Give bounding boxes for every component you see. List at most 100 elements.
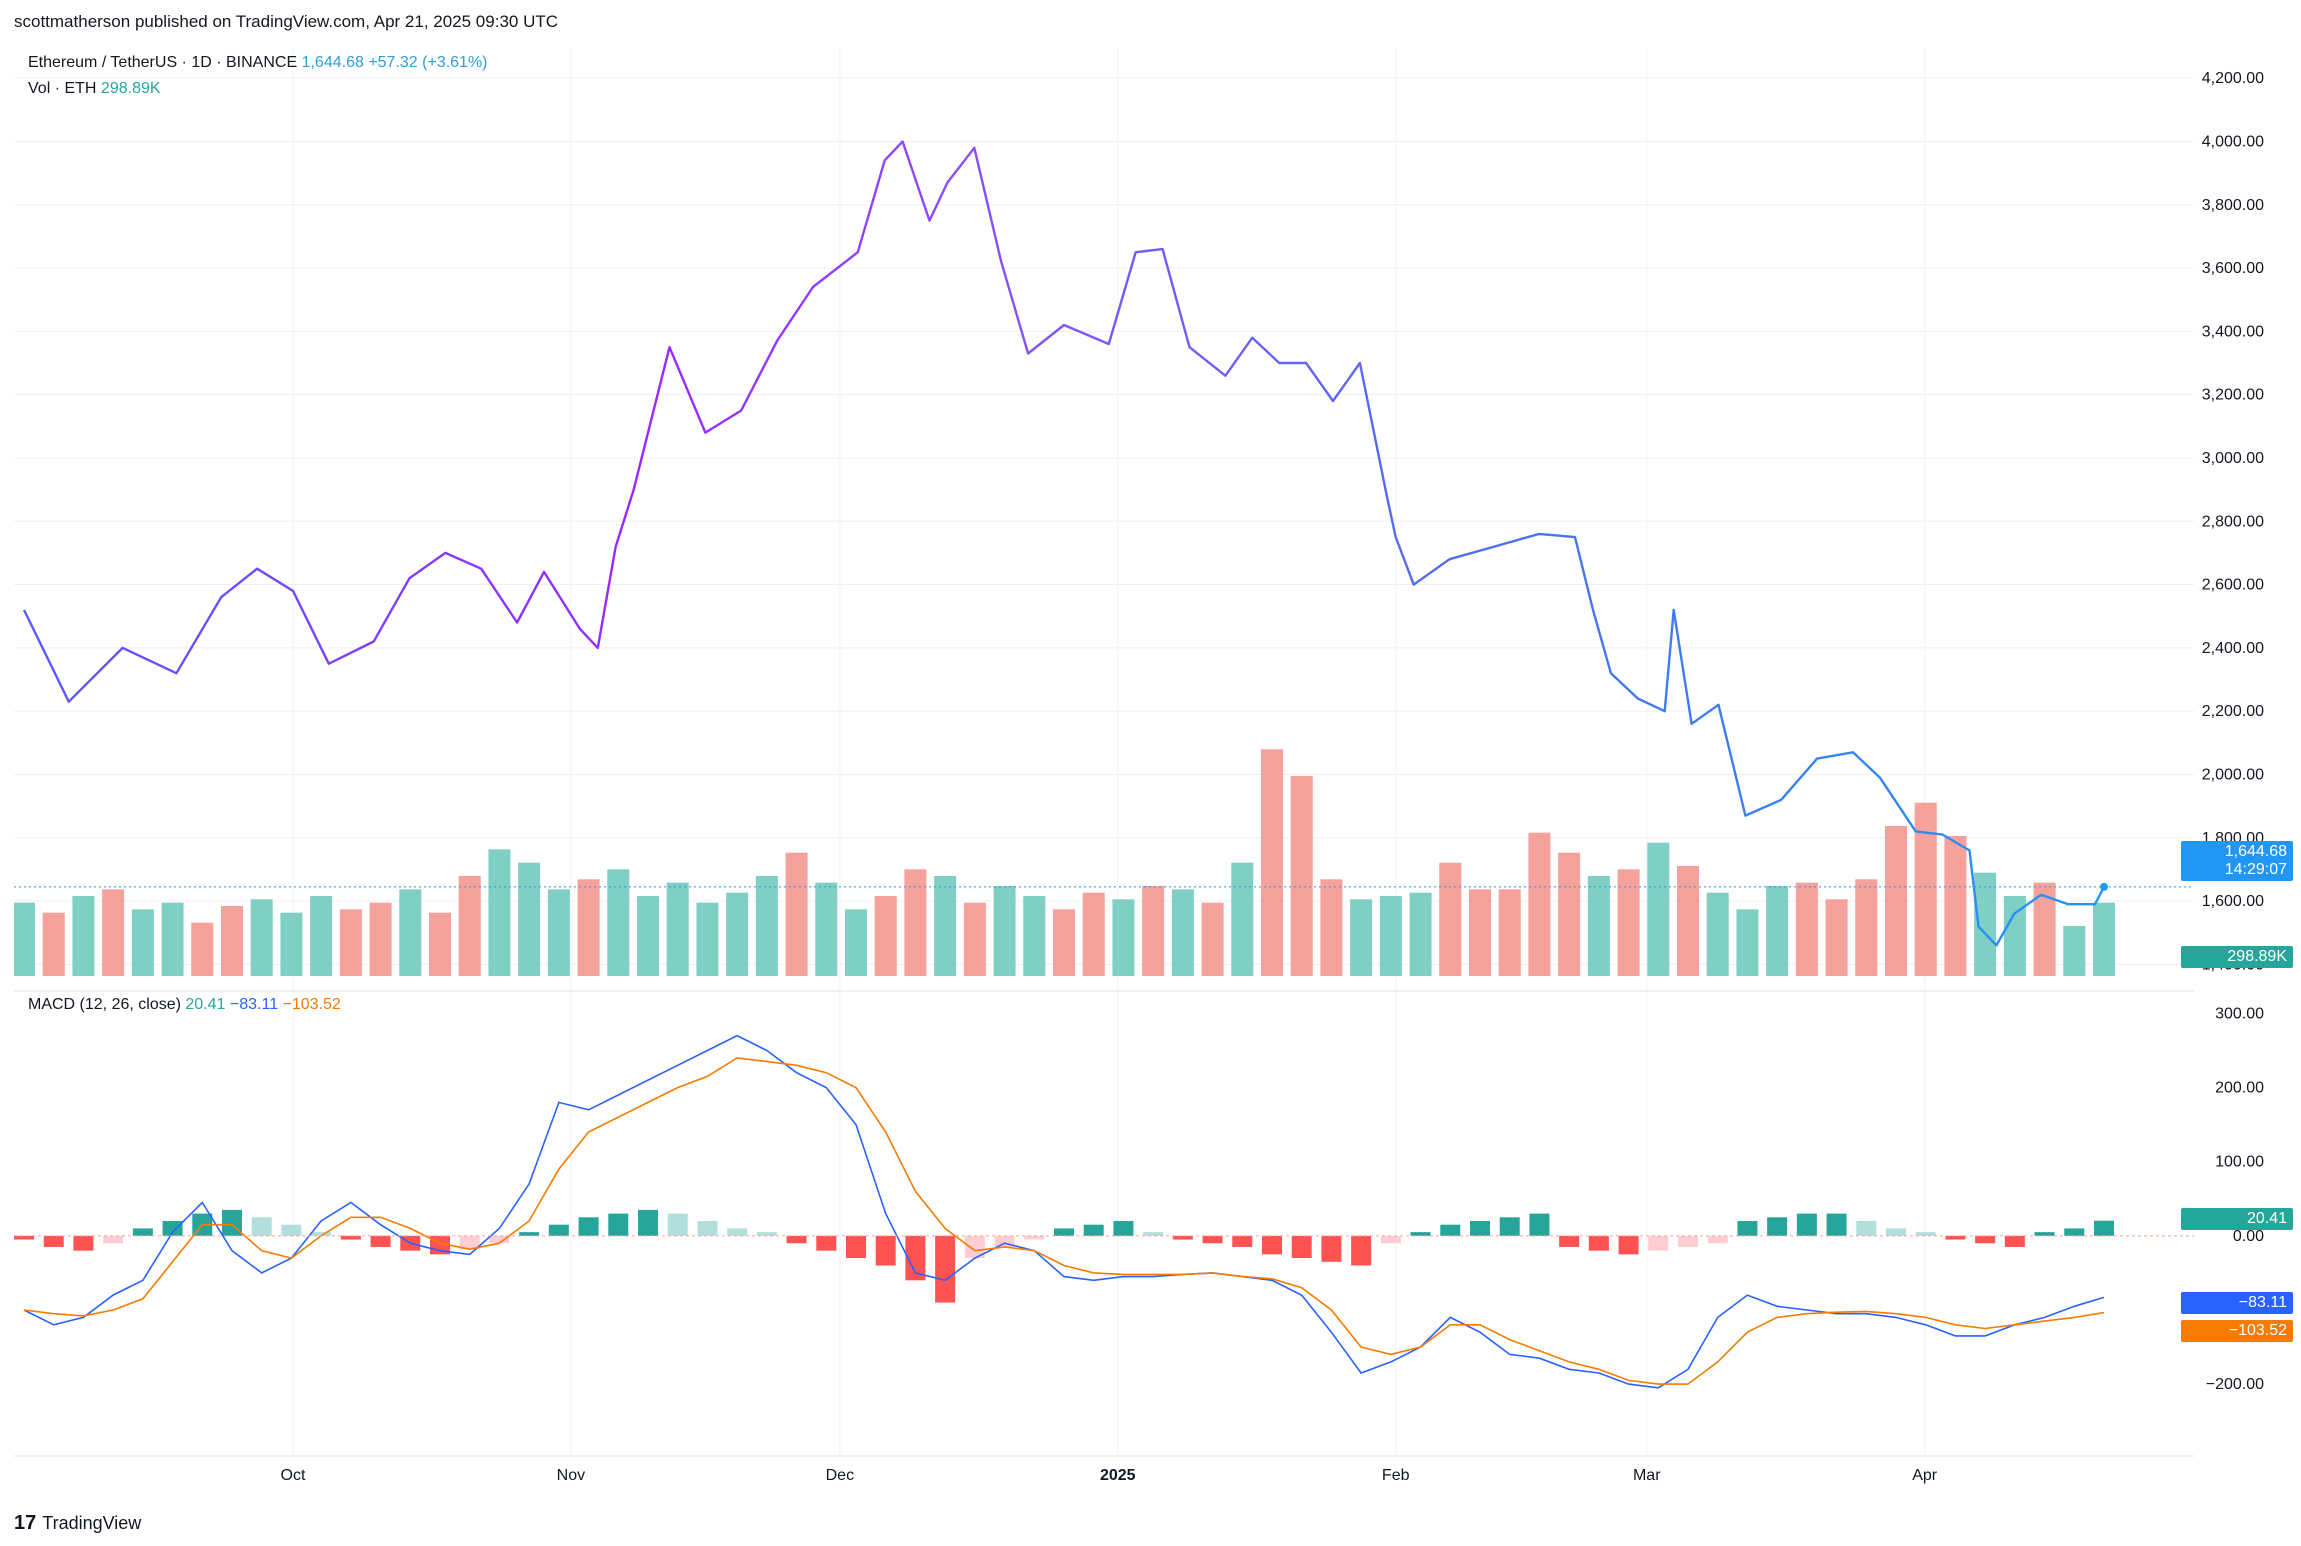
- volume-bar: [1944, 836, 1967, 976]
- volume-bar: [161, 902, 184, 976]
- macd-hist-bar: [519, 1232, 540, 1236]
- volume-bar: [310, 896, 333, 976]
- macd-hist-bar: [459, 1235, 480, 1250]
- volume-bar: [1706, 892, 1729, 976]
- macd-tag: −83.11: [2181, 1292, 2293, 1314]
- volume-legend[interactable]: Vol · ETH 298.89K: [28, 80, 161, 98]
- symbol-legend[interactable]: Ethereum / TetherUS · 1D · BINANCE 1,644…: [28, 54, 488, 72]
- price-tag-value: 1,644.68: [2224, 843, 2287, 860]
- last-price: 1,644.68: [301, 54, 364, 71]
- macd-hist-bar: [1232, 1235, 1253, 1247]
- time-axis: Oct Nov Dec 2025 Feb Mar Apr: [14, 990, 2194, 1484]
- macd-hist-bar: [964, 1235, 985, 1259]
- volume-bar: [72, 896, 95, 976]
- macd-hist-bar: [905, 1235, 926, 1281]
- chart-canvas[interactable]: 1,400.001,600.001,800.002,000.002,200.00…: [14, 46, 2294, 1494]
- volume-bar: [1142, 886, 1165, 976]
- macd-hist-bar: [727, 1228, 748, 1236]
- volume-bar: [2033, 882, 2056, 976]
- macd-hist-bar: [2034, 1232, 2055, 1236]
- macd-hist-bar: [1202, 1235, 1223, 1244]
- volume-bar: [2093, 902, 2115, 976]
- volume-bar: [1736, 909, 1759, 976]
- volume-bar: [845, 909, 867, 976]
- price-line: [14, 140, 2194, 947]
- volume-bar: [874, 896, 897, 976]
- time-tick-label: 2025: [1100, 1467, 1136, 1484]
- volume-bar: [1498, 889, 1521, 976]
- macd-hist-bar: [875, 1235, 896, 1266]
- macd-hist-bar: [697, 1221, 718, 1236]
- macd-hist-bar: [1559, 1235, 1580, 1247]
- price-tick-label: 3,200.00: [2202, 387, 2264, 404]
- volume-bar: [250, 899, 273, 976]
- macd-hist-bar: [1024, 1235, 1045, 1240]
- macd-hist-bar: [1796, 1213, 1817, 1236]
- macd-hist-bar: [846, 1235, 866, 1259]
- macd-hist-bar: [222, 1209, 242, 1236]
- macd-hist-bar: [14, 1235, 34, 1240]
- volume-bar: [1439, 862, 1462, 976]
- macd-lines: [23, 1034, 2105, 1389]
- macd-hist-bar: [1321, 1235, 1342, 1262]
- time-tick-label: Feb: [1382, 1467, 1410, 1484]
- volume-bar: [488, 849, 511, 976]
- volume-bar: [369, 902, 392, 976]
- price-tag: 1,644.68 14:29:07: [2181, 841, 2293, 881]
- volume-bar: [1469, 889, 1491, 976]
- price-tick-label: 4,200.00: [2202, 70, 2264, 87]
- volume-bar: [102, 889, 125, 976]
- macd-hist-bar: [2094, 1220, 2114, 1236]
- volume-bar: [993, 886, 1016, 976]
- macd-hist-bar: [1975, 1235, 1996, 1244]
- macd-hist-bar: [1529, 1213, 1550, 1236]
- price-change: +57.32 (+3.61%): [368, 54, 488, 71]
- macd-legend[interactable]: MACD (12, 26, close) 20.41 −83.11 −103.5…: [28, 996, 341, 1014]
- macd-hist-bar: [816, 1235, 837, 1251]
- volume-bar: [1974, 872, 1997, 976]
- price-tick-label: 4,000.00: [2202, 133, 2264, 150]
- volume-bar: [1617, 869, 1640, 976]
- volume-bar: [963, 902, 986, 976]
- signal-line: [23, 1057, 2105, 1385]
- volume-bar: [666, 882, 689, 976]
- time-tick-label: Mar: [1633, 1467, 1661, 1484]
- symbol-name: Ethereum / TetherUS · 1D · BINANCE: [28, 54, 298, 71]
- volume-bar: [1023, 896, 1046, 976]
- macd-hist-bar: [281, 1224, 302, 1236]
- macd-hist-bar: [43, 1235, 64, 1247]
- macd-hist-bar: [1678, 1235, 1698, 1247]
- footer: 17 TradingView: [14, 1508, 141, 1538]
- volume-bar: [547, 889, 570, 976]
- macd-hist-bar: [2004, 1235, 2025, 1247]
- macd-hist-bar: [1143, 1232, 1164, 1236]
- macd-hist-bar: [1945, 1235, 1966, 1240]
- macd-tick-label: −200.00: [2206, 1376, 2264, 1393]
- volume-bar: [1171, 889, 1194, 976]
- macd-hist-bar: [73, 1235, 94, 1251]
- volume-bar: [637, 896, 659, 976]
- macd-histogram: [14, 1209, 2114, 1303]
- volume-bar: [191, 922, 214, 976]
- price-tick-label: 2,000.00: [2202, 766, 2264, 783]
- macd-hist-bar: [340, 1235, 361, 1240]
- macd-line: [23, 1034, 2105, 1389]
- macd-hist-bar: [489, 1235, 510, 1244]
- signal-tag: −103.52: [2181, 1320, 2293, 1342]
- macd-hist-bar: [1410, 1232, 1431, 1236]
- price-tick-label: 2,600.00: [2202, 577, 2264, 594]
- hist-tag: 20.41: [2181, 1208, 2293, 1230]
- volume-bar: [280, 912, 303, 976]
- macd-hist-bar: [756, 1232, 777, 1236]
- volume-bar: [904, 869, 927, 976]
- macd-hist-bar: [578, 1217, 599, 1236]
- volume-bar: [131, 909, 154, 976]
- time-tick-label: Apr: [1912, 1467, 1938, 1484]
- volume-bar: [339, 909, 362, 976]
- macd-hist-bar: [994, 1235, 1015, 1247]
- volume-bar: [1914, 802, 1937, 976]
- volume-bar: [577, 879, 600, 976]
- last-price-dot: [2100, 882, 2108, 891]
- macd-hist-bar: [1707, 1235, 1728, 1244]
- volume-bar: [934, 876, 957, 976]
